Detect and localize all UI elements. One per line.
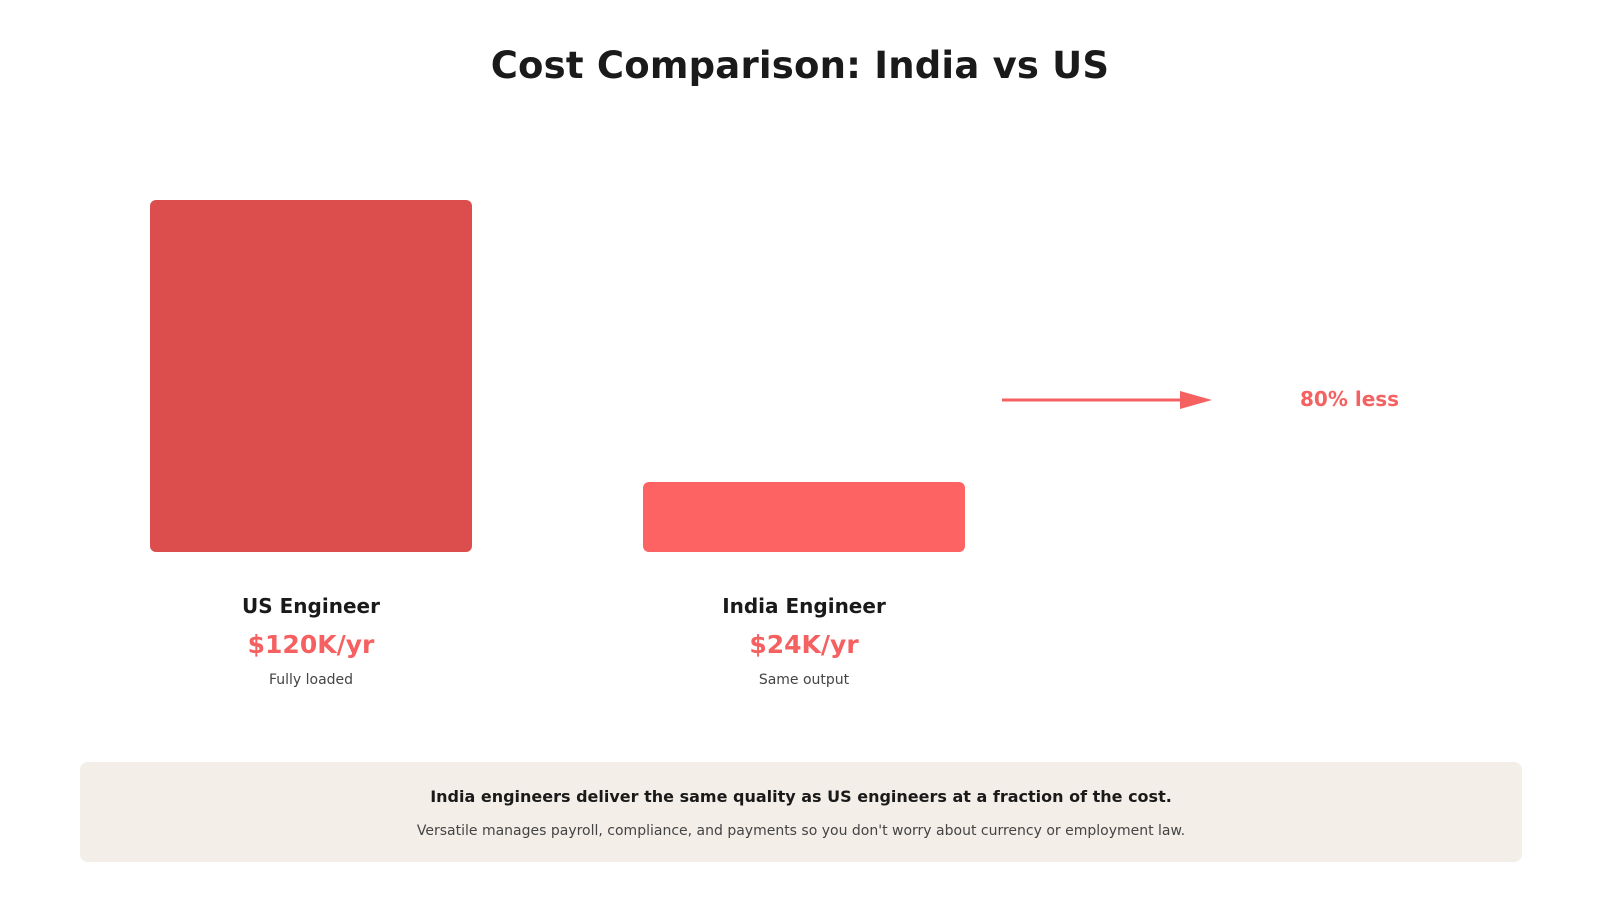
column-us-engineer: US Engineer $120K/yr Fully loaded bbox=[151, 594, 471, 688]
page-title: Cost Comparison: India vs US bbox=[490, 44, 1110, 87]
bar-india-engineer bbox=[643, 481, 965, 552]
column-india-engineer: India Engineer $24K/yr Same output bbox=[644, 594, 964, 688]
value-label-india-engineer: $24K/yr bbox=[749, 630, 859, 659]
footer-subtext: Versatile manages payroll, compliance, a… bbox=[416, 823, 1186, 839]
arrow-right-icon bbox=[1002, 391, 1212, 409]
value-label-us-engineer: $120K/yr bbox=[247, 630, 375, 659]
note-india-engineer: Same output bbox=[758, 672, 850, 688]
bar-us-engineer bbox=[150, 200, 472, 552]
footer-callout: India engineers deliver the same quality… bbox=[80, 762, 1522, 862]
note-us-engineer: Fully loaded bbox=[268, 672, 354, 688]
footer-headline: India engineers deliver the same quality… bbox=[430, 787, 1172, 806]
savings-annotation: 80% less bbox=[1300, 387, 1400, 411]
category-label-india-engineer: India Engineer bbox=[722, 594, 886, 618]
category-label-us-engineer: US Engineer bbox=[242, 594, 380, 618]
